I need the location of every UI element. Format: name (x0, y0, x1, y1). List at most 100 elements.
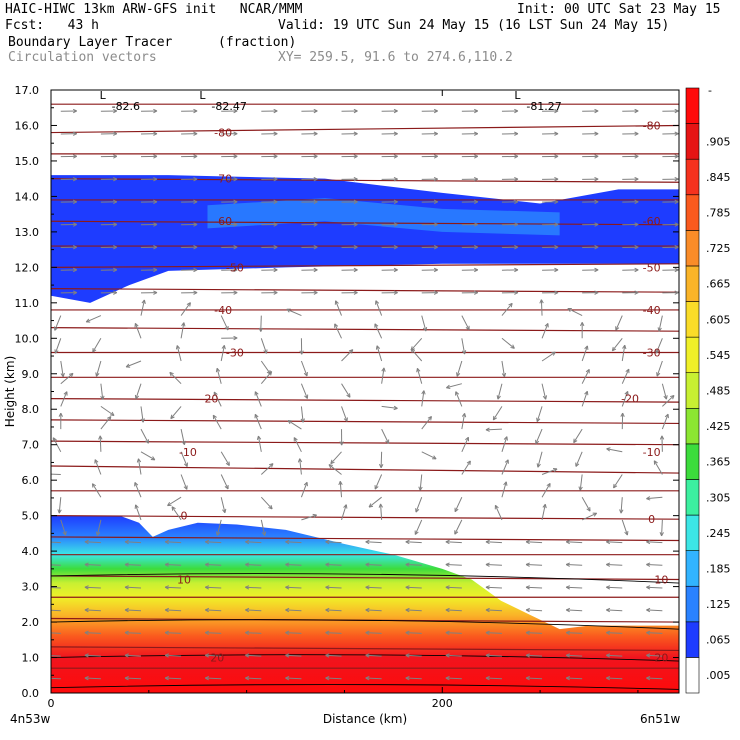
vector-arrowhead (393, 290, 398, 295)
vector-arrow (124, 564, 142, 566)
y-tick-label: 9.0 (22, 368, 40, 381)
vector-arrowhead (353, 267, 358, 273)
vector-arrowhead (514, 154, 519, 159)
vector-arrow (606, 632, 623, 634)
vector-arrowhead (325, 630, 330, 635)
vector-arrowhead (525, 585, 530, 590)
vector-arrowhead (422, 327, 428, 332)
vector-arrowhead (193, 290, 198, 295)
vector-arrowhead (273, 267, 278, 273)
vector-arrow (51, 587, 61, 589)
vector-arrow (135, 383, 142, 400)
vector-arrow (485, 677, 502, 680)
vector-arrowhead (233, 131, 238, 136)
vector-arrowhead (72, 131, 78, 136)
vector-arrowhead (594, 108, 599, 114)
vector-arrowhead (646, 653, 651, 658)
vector-arrowhead (285, 675, 290, 681)
vector-arrowhead (496, 395, 501, 400)
colorbar-label: .785 (706, 207, 731, 220)
vector-arrowhead (663, 395, 668, 400)
vector-arrowhead (297, 458, 303, 463)
vector-arrowhead (215, 531, 221, 536)
vector-arrow (485, 654, 502, 657)
contour-label: 0 (181, 510, 188, 523)
vector-arrowhead (418, 486, 423, 491)
vector-arrowhead (245, 653, 250, 658)
vector-arrowhead (339, 441, 344, 446)
vector-arrowhead (245, 675, 250, 681)
vector-arrowhead (542, 503, 547, 509)
vector-arrow (260, 519, 266, 536)
vector-arrowhead (565, 653, 571, 658)
vector-arrowhead (153, 222, 158, 227)
vector-arrowhead (485, 539, 490, 545)
vector-arrowhead (273, 154, 278, 159)
vector-arrowhead (365, 562, 370, 567)
colorbar-swatch (685, 621, 700, 658)
vector-arrowhead (45, 654, 49, 657)
y-tick-label: 15.0 (15, 155, 40, 168)
vector-arrowhead (535, 439, 540, 445)
vector-arrowhead (653, 460, 658, 465)
vector-arrowhead (95, 531, 101, 536)
vector-arrow (180, 428, 185, 445)
contour-label: 10 (654, 573, 668, 586)
vector-arrow (566, 564, 583, 566)
vector-arrowhead (455, 391, 460, 396)
vector-arrowhead (113, 267, 118, 273)
vector-arrowhead (193, 199, 198, 205)
vector-arrowhead (273, 290, 278, 295)
vector-arrowhead (365, 675, 370, 681)
vector-arrowhead (233, 222, 238, 227)
vector-arrow (341, 349, 354, 362)
vector-arrowhead (84, 562, 89, 567)
y-axis-label: Height (km) (3, 356, 17, 427)
vector-arrow (51, 655, 61, 657)
vector-arrowhead (405, 630, 410, 635)
vector-arrowhead (254, 413, 259, 419)
theta-contour (51, 619, 679, 630)
vector-arrowhead (592, 512, 598, 517)
y-tick-label: 4.0 (22, 545, 40, 558)
colorbar-swatch (685, 265, 700, 302)
vector-arrowhead (183, 485, 188, 490)
vector-arrow (581, 496, 591, 512)
vector-arrow (51, 677, 61, 680)
vector-arrowhead (325, 675, 330, 681)
y-tick-label: 7.0 (22, 439, 40, 452)
vector-arrowhead (245, 585, 250, 590)
vector-arrowhead (433, 267, 438, 273)
vector-arrowhead (52, 437, 57, 442)
colorbar-label: .725 (706, 242, 731, 255)
vector-arrowhead (606, 630, 611, 635)
vector-arrowhead (45, 563, 49, 566)
vector-arrowhead (646, 585, 651, 590)
vector-arrowhead (573, 438, 578, 444)
vector-arrowhead (171, 506, 176, 511)
vector-arrowhead (313, 222, 318, 227)
vector-arrowhead (170, 414, 175, 420)
vector-arrowhead (233, 267, 238, 273)
vector-arrowhead (285, 607, 290, 613)
vector-arrowhead (393, 131, 398, 136)
vector-arrow (84, 654, 101, 657)
vector-arrow (456, 360, 463, 377)
vector-arrowhead (634, 108, 639, 114)
vector-arrowhead (494, 504, 499, 510)
vector-arrowhead (634, 176, 639, 182)
y-tick-label: 12.0 (15, 261, 40, 274)
vector-arrowhead (221, 345, 226, 350)
vector-arrowhead (72, 176, 78, 182)
model-title: HAIC-HIWC 13km ARW-GFS init NCAR/MMM (5, 2, 303, 17)
vector-arrowhead (634, 154, 639, 159)
vector-arrow (245, 609, 262, 612)
vector-arrowhead (113, 176, 118, 182)
vector-arrow (653, 460, 663, 475)
vector-arrow (135, 504, 142, 521)
vector-arrow (220, 315, 229, 331)
vector-arrowhead (124, 653, 129, 658)
vector-arrowhead (72, 245, 78, 250)
vector-arrow (124, 586, 142, 589)
vector-arrowhead (134, 482, 139, 487)
